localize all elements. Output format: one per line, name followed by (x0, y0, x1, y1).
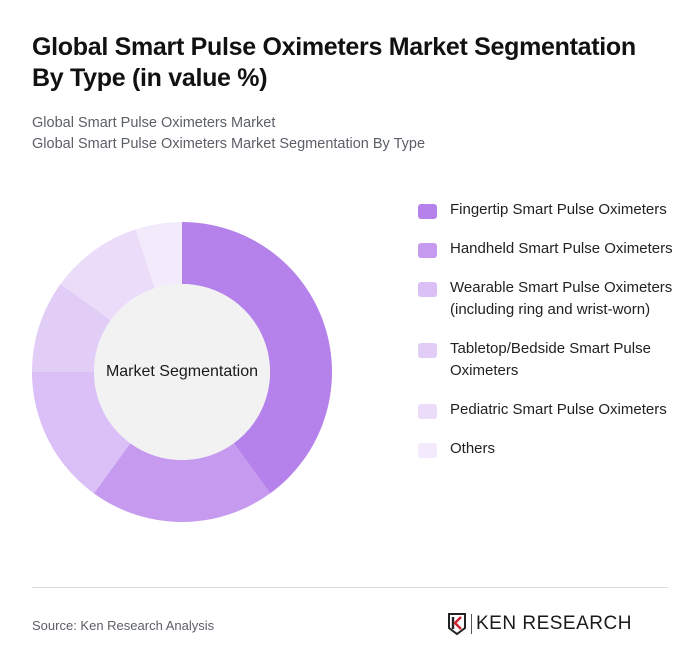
donut-slice (32, 283, 111, 372)
legend-label: Pediatric Smart Pulse Oximeters (450, 401, 667, 418)
legend-swatch-icon (418, 343, 437, 358)
legend-label: Fingertip Smart Pulse Oximeters (450, 201, 667, 218)
legend-label: Wearable Smart Pulse Oximeters (includin… (450, 279, 673, 318)
legend-swatch-icon (418, 204, 437, 219)
subtitles: Global Smart Pulse Oximeters Market Glob… (32, 113, 425, 155)
subtitle-segmentation: Global Smart Pulse Oximeters Market Segm… (32, 136, 426, 152)
logo-separator (471, 614, 472, 634)
legend-label: Tabletop/Bedside Smart Pulse Oximeters (450, 340, 651, 379)
legend-item: Fingertip Smart Pulse Oximeters (418, 199, 678, 221)
donut-chart (32, 222, 332, 522)
donut-hole (94, 284, 270, 460)
legend-swatch-icon (418, 404, 437, 419)
donut-slice (60, 229, 155, 321)
donut-slice (135, 222, 182, 289)
legend-label: Others (450, 440, 496, 457)
legend-swatch-icon (418, 282, 437, 297)
legend-swatch-icon (418, 443, 437, 458)
legend-item: Others (418, 438, 678, 460)
legend-item: Pediatric Smart Pulse Oximeters (418, 399, 678, 421)
legend-item: Wearable Smart Pulse Oximeters (includin… (418, 277, 678, 321)
legend-item: Tabletop/Bedside Smart Pulse Oximeters (418, 338, 678, 382)
ken-research-logo: KEN RESEARCH (447, 612, 632, 636)
donut-slice (182, 222, 332, 494)
legend-item: Handheld Smart Pulse Oximeters (418, 238, 678, 260)
ken-research-logo-icon (448, 613, 466, 636)
chart-title: Global Smart Pulse Oximeters Market Segm… (32, 33, 636, 92)
donut-slice (93, 443, 271, 522)
logo-text: KEN RESEARCH (476, 613, 632, 634)
legend-label: Handheld Smart Pulse Oximeters (450, 240, 673, 257)
legend-swatch-icon (418, 243, 437, 258)
donut-slice (32, 372, 131, 494)
source-note: Source: Ken Research Analysis (32, 618, 215, 633)
footer-divider (32, 587, 668, 588)
subtitle-market: Global Smart Pulse Oximeters Market (32, 115, 276, 131)
legend: Fingertip Smart Pulse Oximeters Handheld … (418, 199, 678, 477)
